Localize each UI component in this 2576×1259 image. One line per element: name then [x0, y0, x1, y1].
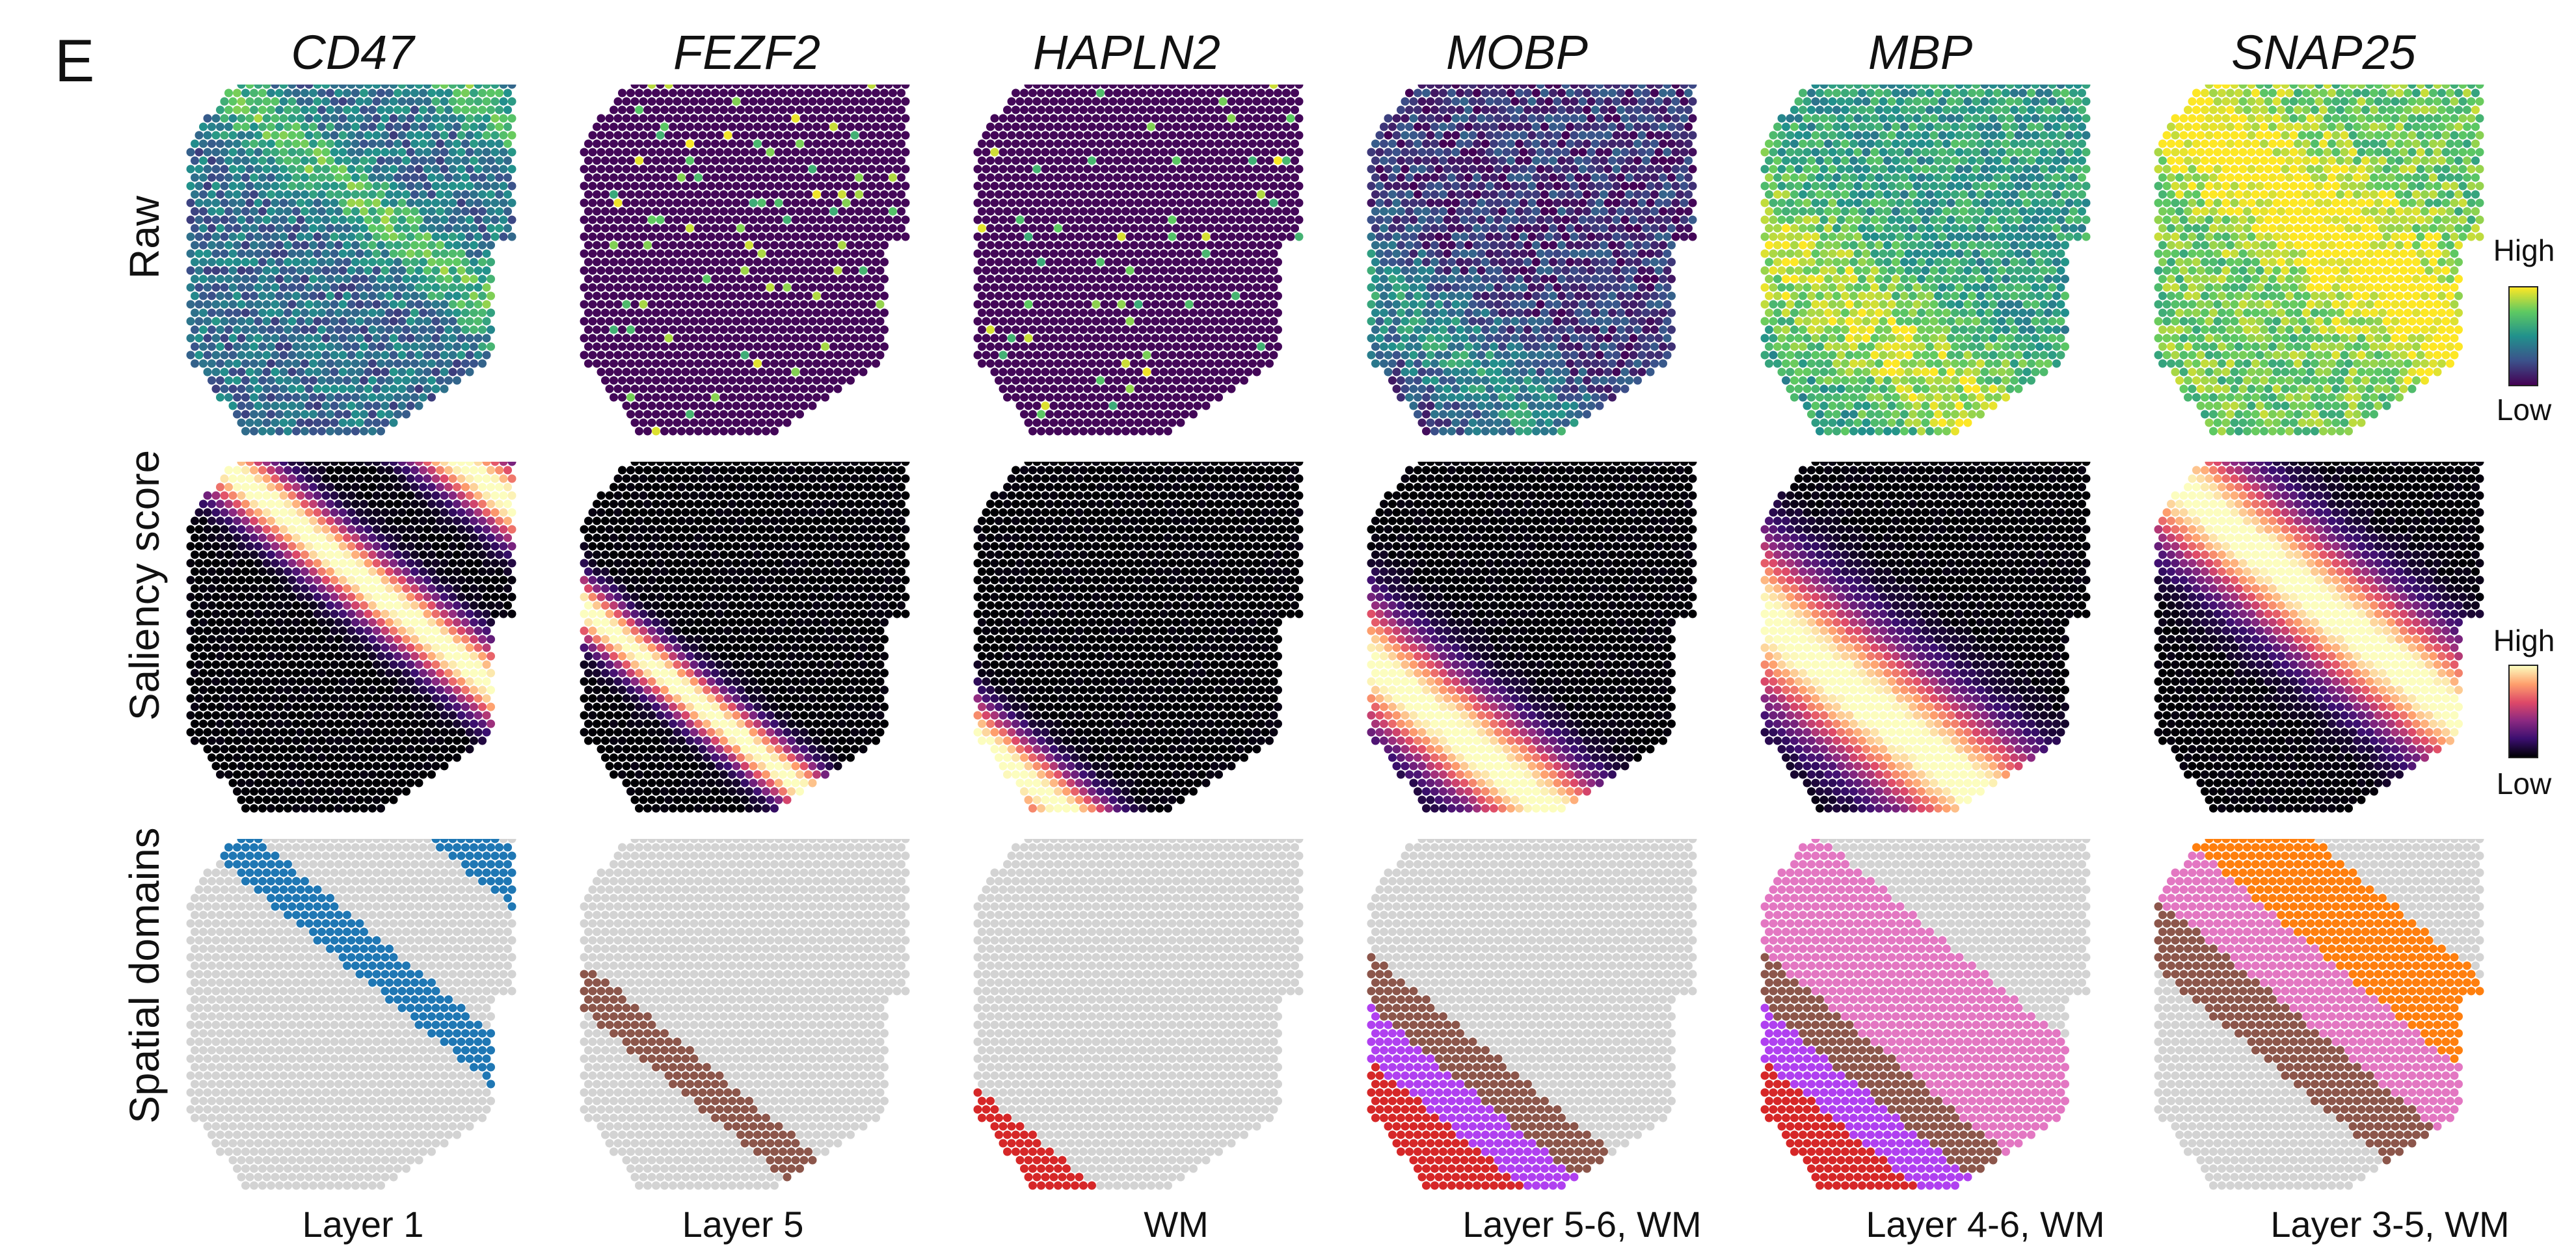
saliency-tissue-hapln2 [973, 462, 1304, 813]
raw-tissue-hapln2 [973, 85, 1304, 436]
saliency-legend-low: Low [2472, 766, 2576, 801]
gene-title-fezf2: FEZF2 [578, 25, 916, 80]
domain-label-3: WM [994, 1203, 1358, 1245]
saliency-colorbar [2508, 665, 2538, 758]
row-label-saliency: Saliency score [118, 403, 170, 767]
domain-label-1: Layer 1 [181, 1203, 545, 1245]
domains-tissue-hapln2 [973, 839, 1304, 1190]
gene-title-mobp: MOBP [1348, 25, 1686, 80]
raw-tissue-cd47 [186, 85, 517, 436]
gene-title-snap25: SNAP25 [2154, 25, 2493, 80]
raw-tissue-mbp [1760, 85, 2091, 436]
domains-tissue-fezf2 [580, 839, 910, 1190]
gene-title-cd47: CD47 [183, 25, 522, 80]
domain-label-4: Layer 5-6, WM [1400, 1203, 1764, 1245]
saliency-tissue-cd47 [186, 462, 517, 813]
saliency-tissue-mobp [1367, 462, 1697, 813]
domain-label-6: Layer 3-5, WM [2208, 1203, 2572, 1245]
gene-title-mbp: MBP [1751, 25, 2089, 80]
raw-tissue-mobp [1367, 85, 1697, 436]
raw-colorbar [2508, 286, 2538, 386]
domains-tissue-mobp [1367, 839, 1697, 1190]
saliency-tissue-mbp [1760, 462, 2091, 813]
saliency-legend-high: High [2472, 623, 2576, 658]
panel-letter: E [55, 27, 94, 96]
domain-label-2: Layer 5 [561, 1203, 925, 1245]
row-label-raw: Raw [118, 55, 170, 419]
raw-tissue-snap25 [2154, 85, 2484, 436]
domains-tissue-snap25 [2154, 839, 2484, 1190]
domain-label-5: Layer 4-6, WM [1803, 1203, 2167, 1245]
raw-tissue-fezf2 [580, 85, 910, 436]
domains-tissue-cd47 [186, 839, 517, 1190]
raw-legend-low: Low [2472, 392, 2576, 427]
saliency-tissue-fezf2 [580, 462, 910, 813]
raw-legend-high: High [2472, 233, 2576, 268]
gene-title-hapln2: HAPLN2 [958, 25, 1296, 80]
row-label-spatial-domains: Spatial domains [118, 793, 170, 1158]
saliency-tissue-snap25 [2154, 462, 2484, 813]
domains-tissue-mbp [1760, 839, 2091, 1190]
